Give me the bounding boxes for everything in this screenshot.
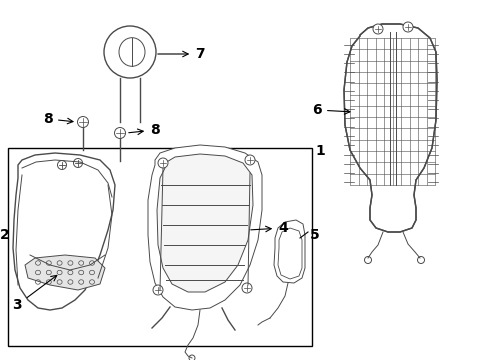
Ellipse shape — [372, 24, 382, 34]
Text: 5: 5 — [309, 228, 319, 242]
Polygon shape — [148, 145, 262, 310]
Text: 6: 6 — [312, 103, 349, 117]
Polygon shape — [13, 153, 115, 310]
Text: 8: 8 — [128, 123, 160, 137]
Ellipse shape — [402, 22, 412, 32]
Ellipse shape — [244, 155, 254, 165]
Polygon shape — [25, 255, 105, 290]
Ellipse shape — [242, 283, 251, 293]
Text: 2: 2 — [0, 228, 10, 242]
Ellipse shape — [114, 127, 125, 139]
Text: 8: 8 — [43, 112, 73, 126]
Ellipse shape — [58, 161, 66, 170]
Ellipse shape — [104, 26, 156, 78]
Text: 4: 4 — [250, 221, 287, 235]
Ellipse shape — [158, 158, 168, 168]
Ellipse shape — [73, 158, 82, 167]
Ellipse shape — [364, 256, 371, 264]
Text: 1: 1 — [314, 144, 324, 158]
Polygon shape — [343, 24, 436, 232]
Ellipse shape — [153, 285, 163, 295]
Polygon shape — [273, 220, 305, 283]
Ellipse shape — [417, 256, 424, 264]
Text: 3: 3 — [12, 275, 57, 312]
Bar — [8, 148, 311, 346]
Ellipse shape — [77, 117, 88, 127]
Ellipse shape — [189, 355, 195, 360]
Polygon shape — [157, 154, 252, 292]
Text: 7: 7 — [158, 47, 204, 61]
